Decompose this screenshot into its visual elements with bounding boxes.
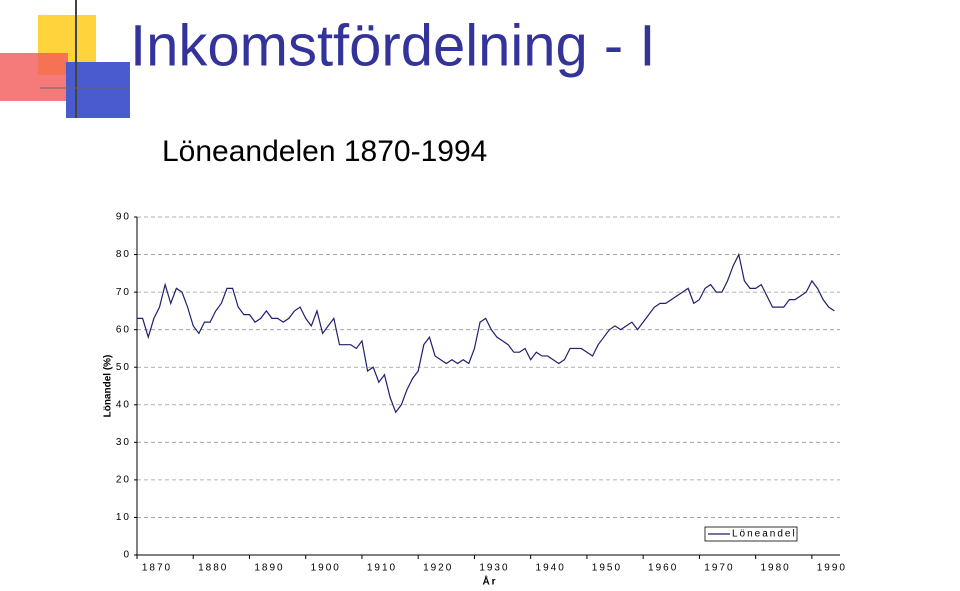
y-tick-label: 90 xyxy=(116,212,131,223)
x-axis-label: År xyxy=(482,575,497,586)
x-tick-label: 1880 xyxy=(198,563,228,574)
deco-red xyxy=(0,53,68,101)
x-tick-label: 1870 xyxy=(142,563,172,574)
y-tick-label: 0 xyxy=(123,550,131,561)
y-tick-label: 20 xyxy=(116,475,131,486)
x-tick-label: 1950 xyxy=(592,563,622,574)
x-tick-label: 1890 xyxy=(254,563,284,574)
y-axis-label: Lönandel (%) xyxy=(103,355,114,418)
x-tick-label: 1990 xyxy=(817,563,847,574)
chart-subtitle: Löneandelen 1870-1994 xyxy=(162,135,487,168)
data-line xyxy=(137,252,835,414)
y-tick-label: 50 xyxy=(116,362,131,373)
y-tick-label: 30 xyxy=(116,437,131,448)
legend-label: Löneandel xyxy=(732,529,797,540)
x-tick-label: 1900 xyxy=(311,563,341,574)
legend-box xyxy=(704,526,798,542)
y-tick-label: 40 xyxy=(116,399,131,410)
x-tick-label: 1970 xyxy=(704,563,734,574)
y-tick-label: 80 xyxy=(116,249,131,260)
y-tick-label: 60 xyxy=(116,324,131,335)
x-tick-label: 1920 xyxy=(423,563,453,574)
x-tick-label: 1940 xyxy=(536,563,566,574)
x-tick-label: 1930 xyxy=(479,563,509,574)
x-tick-label: 1960 xyxy=(648,563,678,574)
slide-title: Inkomstfördelning - I xyxy=(130,13,655,78)
x-tick-label: 1980 xyxy=(761,563,791,574)
plot: 0 10 20 30 40 50 60 70 80 90 1870 1880 1890 1900 1910 1… xyxy=(116,212,847,574)
x-tick-label: 1910 xyxy=(367,563,397,574)
y-tick-label: 10 xyxy=(116,512,131,523)
y-tick-label: 70 xyxy=(116,287,131,298)
